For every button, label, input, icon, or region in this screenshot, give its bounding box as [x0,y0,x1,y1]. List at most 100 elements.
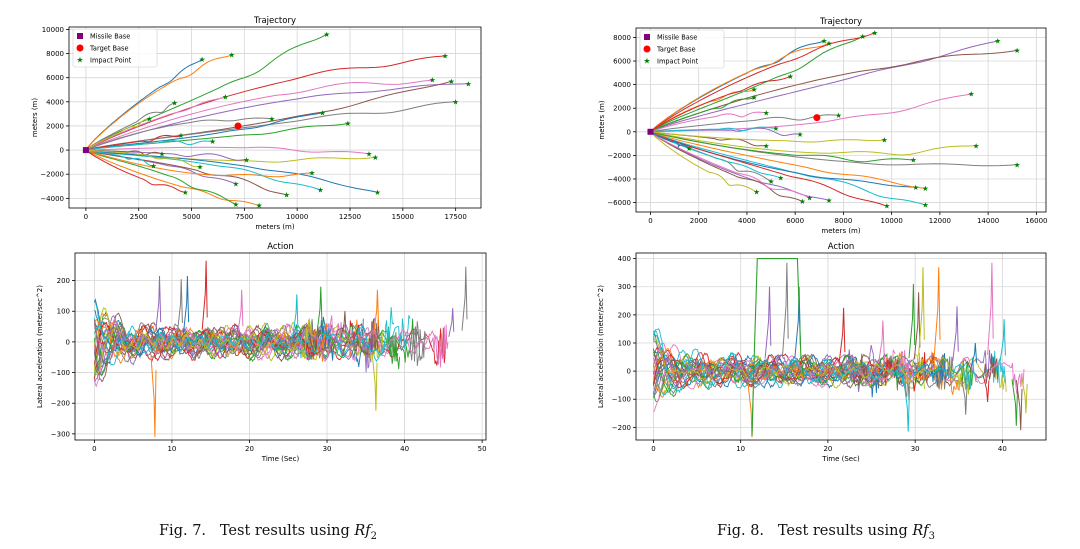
impact-point-marker: ★ [233,179,240,188]
action-series-line [652,343,914,389]
legend-label: Missile Base [90,33,130,41]
trajectory-lines [650,32,1018,207]
y-tick-label: 300 [618,283,631,291]
impact-point-marker: ★ [787,72,794,81]
x-tick-label: 5000 [183,213,201,221]
impact-point-marker: ★ [797,130,804,139]
action-spike [913,292,921,360]
legend-marker-target-base [76,44,84,52]
impact-point-marker: ★ [751,85,758,94]
target-base-marker [234,122,242,130]
y-tick-label: −300 [51,430,70,438]
legend-label: Missile Base [657,34,697,42]
x-tick-label: 14000 [977,217,999,225]
impact-point-marker: ★ [465,79,472,88]
legend-label: Impact Point [90,57,132,65]
trajectory-line [85,149,321,191]
legend-box [639,29,725,69]
missile-base-marker [82,147,89,154]
legend-label: Target Base [656,46,696,54]
action-spike [1021,377,1028,414]
action-series-line [94,323,422,375]
x-axis-label: meters (m) [255,223,294,231]
chart-title: Trajectory [819,17,862,27]
y-tick-label: −4000 [40,195,64,203]
trajectory-line [650,111,767,133]
x-tick-label: 17500 [445,213,467,221]
impact-point-marker: ★ [197,163,204,172]
action-spike [982,375,990,403]
trajectory-line [85,149,237,205]
impact-point-marker: ★ [268,114,275,123]
impact-point-marker: ★ [1014,46,1021,55]
impact-point-marker: ★ [751,93,758,102]
y-axis-label: meters (m) [598,100,606,139]
trajectory-line [85,112,323,151]
x-tick-label: 10 [736,445,745,453]
action-spike [292,294,299,335]
caption-fig8: Fig. 8. Test results using Rf3 [717,523,935,542]
action-series-line [93,317,313,376]
action-spike [952,306,959,362]
impact-point-marker: ★ [686,144,693,153]
action-spike [838,307,846,362]
action-series-line [94,322,322,360]
legend-marker-impact-point: ★ [643,57,650,66]
impact-point-marker: ★ [374,188,381,197]
x-tick-label: 16000 [1025,217,1047,225]
y-tick-label: 0 [627,368,631,376]
axes-frame [68,26,482,209]
action-series-line [652,338,971,395]
action-spike [999,319,1006,364]
impact-point-marker: ★ [806,193,813,202]
y-axis-label: Lateral acceleration (meter/sec^2) [597,285,605,408]
trajectory-line [85,149,186,193]
caption-label: Fig. 8. [717,523,765,539]
impact-point-marker: ★ [243,155,250,164]
action-series-line [652,353,868,388]
y-tick-label: −100 [51,369,70,377]
impact-point-marker: ★ [199,55,206,64]
y-tick-label: −6000 [607,199,631,207]
trajectory-line [650,131,757,193]
impact-point-marker: ★ [429,76,436,85]
impact-point-marker: ★ [835,111,842,120]
action-spike [448,308,455,337]
y-tick-label: 8000 [613,34,631,42]
y-tick-label: 2000 [613,105,631,113]
y-tick-label: 200 [57,277,70,285]
impact-point-marker: ★ [345,119,352,128]
impact-point-marker: ★ [763,142,770,151]
y-tick-label: 0 [66,338,70,346]
x-tick-label: 40 [998,445,1007,453]
trajectory-line [650,131,914,163]
trajectory-line [650,131,690,149]
impact-point-marker: ★ [171,99,178,108]
action-spike [237,289,244,335]
trajectory-line [650,42,830,133]
impact-point-marker: ★ [283,190,290,199]
missile-base-marker [647,128,654,135]
x-tick-label: 10000 [286,213,308,221]
caption-math: Rf [354,523,371,539]
action-spike [201,260,208,330]
trajectory-line [650,131,803,202]
axes-frame [635,27,1047,213]
trajectory-line [650,32,875,133]
impact-point-marker: ★ [319,108,326,117]
y-tick-label: −2000 [40,171,64,179]
action-spike [918,267,925,356]
impact-point-marker: ★ [317,186,324,195]
impact-point-marker: ★ [912,183,919,192]
impact-point-marker: ★ [209,137,216,146]
action-spike [316,286,323,334]
caption-label: Fig. 7. [159,523,207,539]
caption-math-sub: 3 [928,530,936,542]
impact-point-marker: ★ [768,177,775,186]
trajectory-line [85,102,175,151]
action-series-line [652,345,878,394]
action-series-line [94,301,395,366]
legend-marker-missile-base [77,33,83,39]
x-tick-label: 2500 [130,213,148,221]
